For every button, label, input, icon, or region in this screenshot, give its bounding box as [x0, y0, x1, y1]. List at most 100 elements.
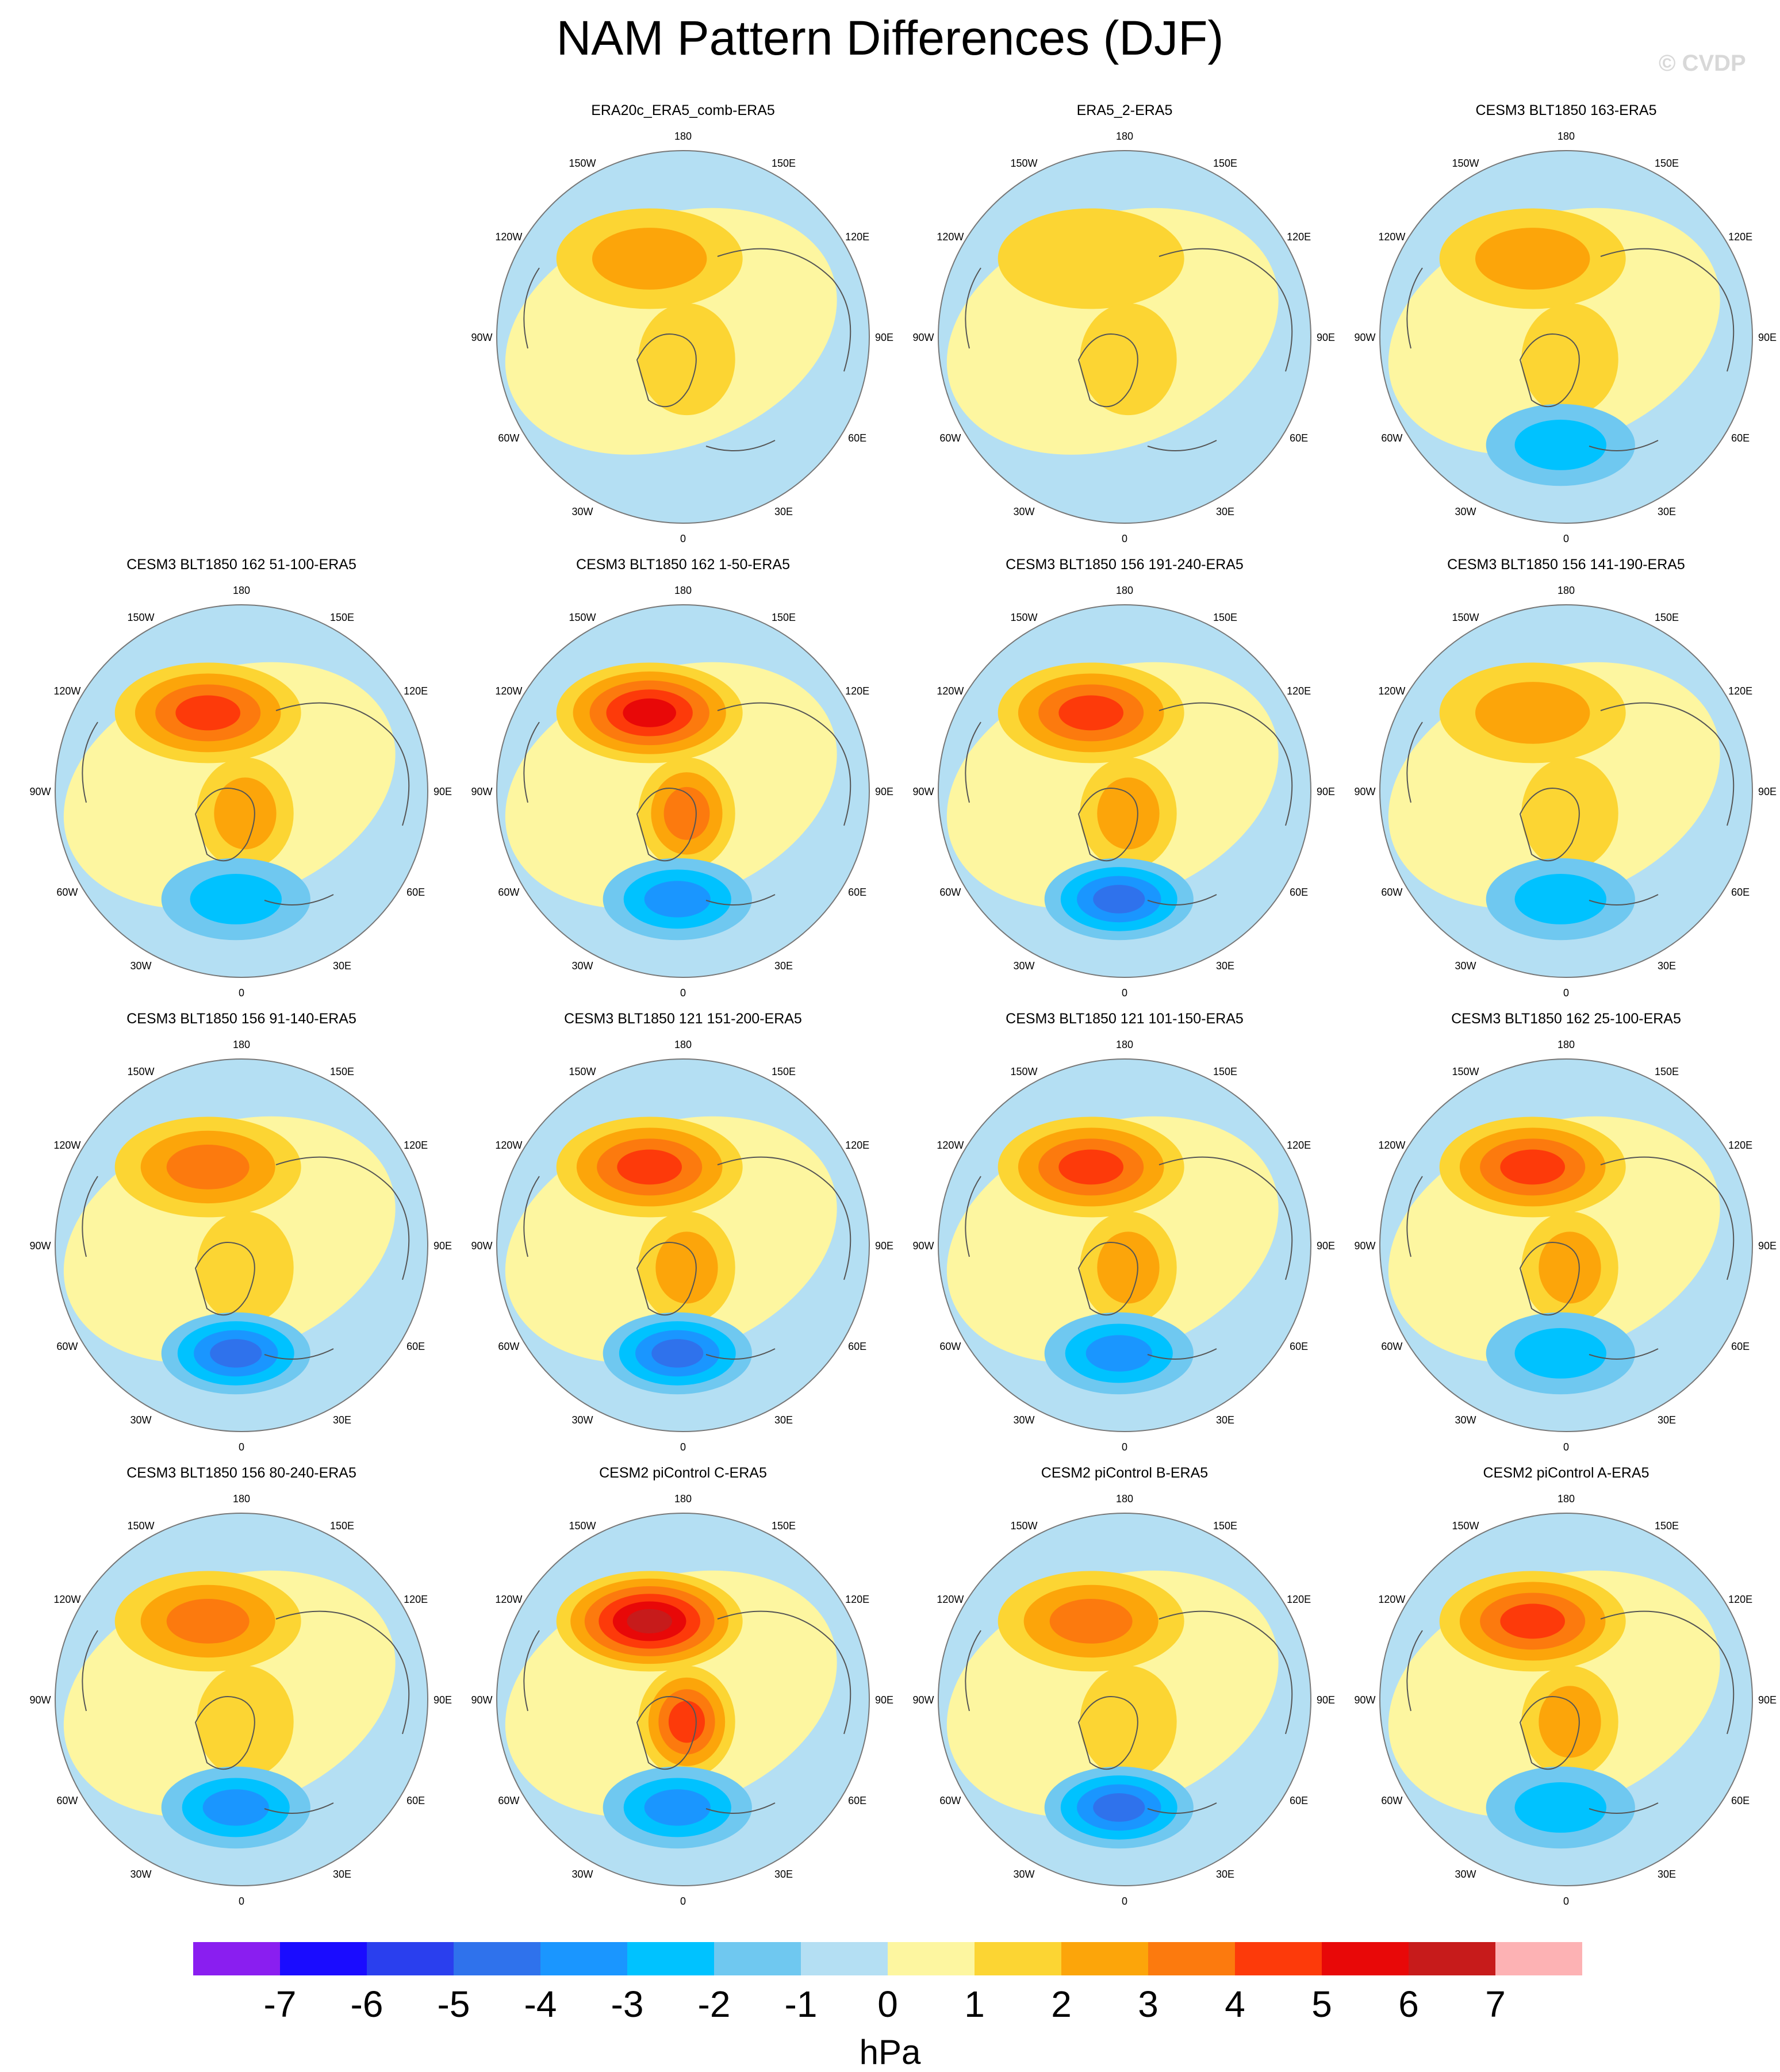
lon-label: 120E — [845, 1594, 869, 1605]
map-border — [938, 1513, 1311, 1886]
negative-contour-3 — [1085, 1335, 1152, 1372]
lon-label: 30W — [1455, 1868, 1476, 1880]
lon-label: 30W — [571, 506, 593, 517]
panel-title: ERA20c_ERA5_comb-ERA5 — [591, 102, 775, 118]
lon-label: 30E — [774, 960, 793, 972]
colorbar-segment — [1322, 1942, 1409, 1975]
lon-label: 180 — [674, 131, 692, 142]
arctic-contour-4 — [668, 1701, 705, 1743]
lon-label: 30W — [571, 1414, 593, 1426]
lon-label: 90W — [1354, 332, 1375, 343]
positive-contour-4 — [1058, 695, 1124, 731]
lon-label: 150W — [127, 1520, 154, 1532]
lon-label: 120W — [53, 685, 80, 697]
lon-label: 120E — [1728, 231, 1752, 243]
coastline — [82, 1610, 410, 1814]
colorbar-segment — [888, 1942, 975, 1975]
lon-label: 120W — [937, 1594, 964, 1605]
lon-label: 120W — [1378, 1139, 1405, 1151]
arctic-contour-1 — [197, 1211, 294, 1324]
lon-label: 90E — [1317, 1694, 1335, 1706]
lon-label: 30E — [774, 1414, 793, 1426]
lon-label: 60W — [939, 1341, 961, 1352]
lon-label: 60E — [406, 887, 425, 898]
coastline — [82, 702, 410, 905]
lon-label: 90E — [1758, 786, 1777, 797]
map-border — [938, 1058, 1311, 1432]
map-border — [1379, 150, 1753, 524]
colorbar-segment — [627, 1942, 714, 1975]
polar-map: 180 150E 120E 90E 60E 30E 0 30W 60W 90W 120W 150W — [912, 585, 1335, 999]
lon-label: 90E — [434, 786, 452, 797]
lon-label: 150E — [772, 612, 796, 623]
lon-label: 150E — [330, 612, 354, 623]
lon-label: 30E — [1216, 1414, 1234, 1426]
lon-label: 30E — [1658, 1414, 1676, 1426]
colorbar-segment — [540, 1942, 627, 1975]
positive-contour-5 — [623, 698, 676, 727]
lon-label: 30E — [333, 1868, 351, 1880]
colorbar-segment — [1495, 1942, 1582, 1975]
lon-label: 90W — [471, 1240, 492, 1252]
lon-label: 0 — [680, 987, 686, 999]
negative-contour-2 — [1514, 420, 1607, 470]
polar-map: 180 150E 120E 90E 60E 30E 0 30W 60W 90W 120W 150W — [1354, 131, 1777, 544]
lon-label: 30W — [1013, 1414, 1034, 1426]
lon-label: 90E — [875, 1694, 893, 1706]
lon-label: 180 — [1116, 1493, 1133, 1505]
colorbar-tick-label: -6 — [351, 1983, 383, 2025]
lon-label: 90E — [875, 332, 893, 343]
lon-label: 30W — [1013, 960, 1034, 972]
lon-label: 60E — [1731, 1795, 1750, 1806]
colorbar-tick-label: -5 — [438, 1983, 470, 2025]
lon-label: 90W — [1354, 786, 1375, 797]
lon-label: 90W — [912, 1240, 934, 1252]
lon-label: 90W — [912, 786, 934, 797]
lon-label: 60E — [1290, 1795, 1308, 1806]
coastline — [965, 1610, 1293, 1814]
lon-label: 0 — [239, 1441, 244, 1453]
lon-label: 150E — [1655, 158, 1679, 169]
colorbar-tick-label: 7 — [1485, 1983, 1506, 2025]
lon-label: 120E — [1728, 685, 1752, 697]
lon-label: 120W — [495, 685, 522, 697]
lon-label: 0 — [680, 533, 686, 544]
lon-label: 0 — [1563, 1441, 1569, 1453]
positive-contour-3 — [1049, 1599, 1133, 1644]
lon-label: 90W — [1354, 1240, 1375, 1252]
lon-label: 120W — [1378, 231, 1405, 243]
lon-label: 120E — [1287, 231, 1311, 243]
lon-label: 150W — [1452, 158, 1479, 169]
lon-label: 60W — [498, 887, 519, 898]
lon-label: 150W — [1452, 1520, 1479, 1532]
lon-label: 30W — [1013, 1868, 1034, 1880]
lon-label: 90E — [1317, 332, 1335, 343]
lon-label: 150W — [569, 158, 596, 169]
polar-map: 180 150E 120E 90E 60E 30E 0 30W 60W 90W 120W 150W — [912, 1039, 1335, 1453]
lon-label: 180 — [233, 1039, 250, 1050]
polar-map: 180 150E 120E 90E 60E 30E 0 30W 60W 90W 120W 150W — [29, 1493, 452, 1907]
lon-label: 0 — [1563, 987, 1569, 999]
lon-label: 150E — [772, 1066, 796, 1077]
lon-label: 90W — [471, 1694, 492, 1706]
colorbar-segment — [975, 1942, 1061, 1975]
arctic-contour-1 — [1521, 757, 1618, 870]
panel-title: CESM3 BLT1850 162 25-100-ERA5 — [1451, 1011, 1681, 1027]
lon-label: 120E — [1287, 1594, 1311, 1605]
lon-label: 60E — [848, 887, 866, 898]
positive-contour-4 — [175, 695, 241, 731]
negative-contour-2 — [1514, 1328, 1607, 1379]
lon-label: 90E — [875, 786, 893, 797]
map-border — [1379, 1513, 1753, 1886]
colorbar-tick-label: 1 — [964, 1983, 985, 2025]
lon-label: 120E — [845, 231, 869, 243]
lon-label: 60E — [1290, 887, 1308, 898]
lon-label: 180 — [1116, 585, 1133, 596]
polar-map: 180 150E 120E 90E 60E 30E 0 30W 60W 90W 120W 150W — [471, 131, 893, 544]
lon-label: 30E — [1658, 1868, 1676, 1880]
polar-map: 180 150E 120E 90E 60E 30E 0 30W 60W 90W 120W 150W — [1354, 1039, 1777, 1453]
lon-label: 60W — [939, 887, 961, 898]
arctic-contour-2 — [1539, 1231, 1601, 1304]
lon-label: 90W — [912, 1694, 934, 1706]
lon-label: 150W — [569, 612, 596, 623]
